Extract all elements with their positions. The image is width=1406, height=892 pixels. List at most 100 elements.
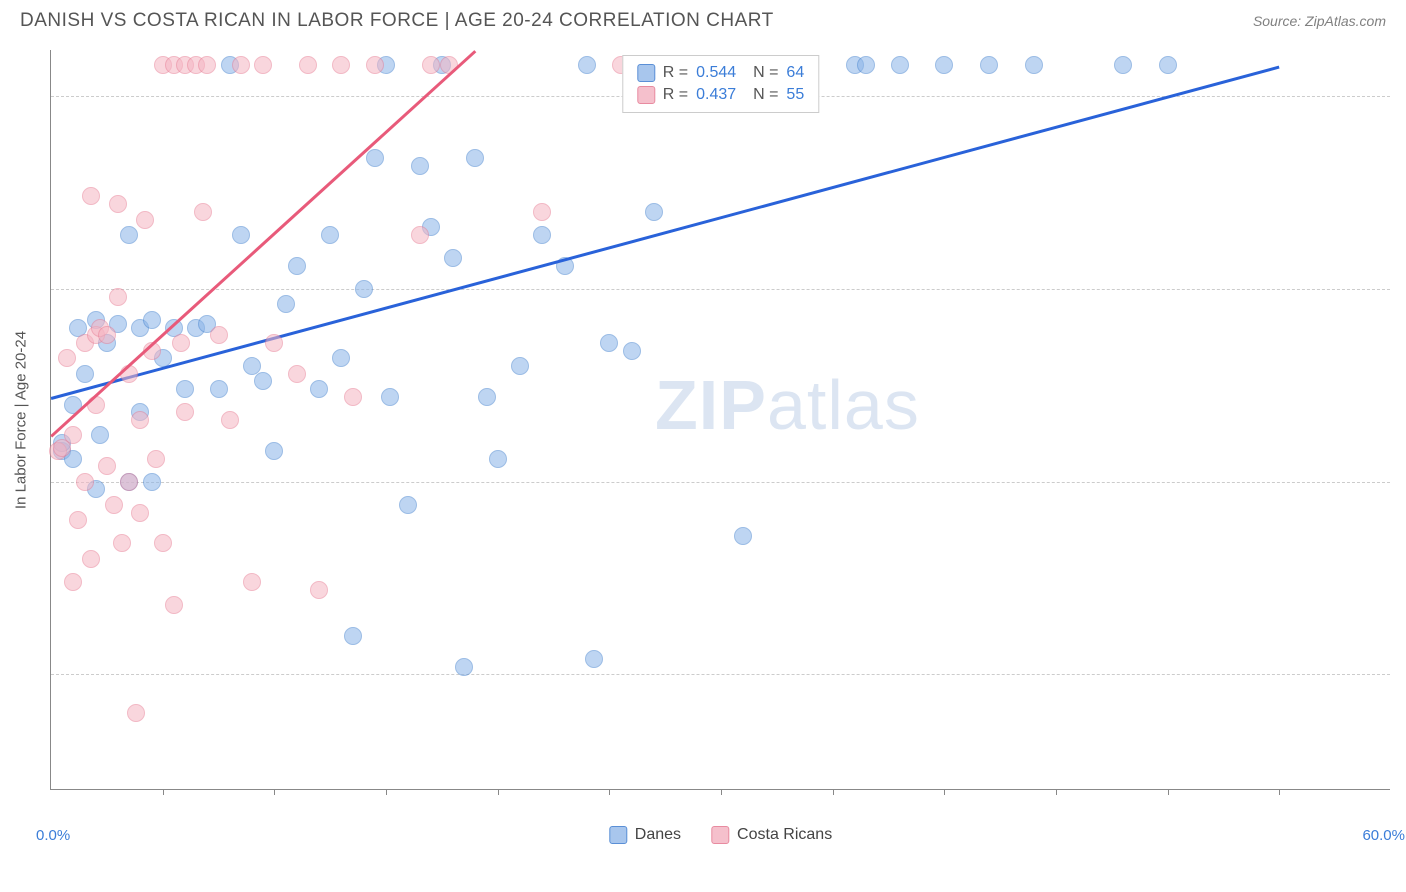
scatter-point [444, 249, 462, 267]
y-tick-label: 75.0% [1400, 473, 1406, 490]
scatter-point [265, 442, 283, 460]
legend-n-danes: 64 [786, 64, 804, 82]
legend-n-label: N = [744, 64, 778, 82]
scatter-point [136, 211, 154, 229]
scatter-point [344, 388, 362, 406]
scatter-point [310, 581, 328, 599]
scatter-point [1159, 56, 1177, 74]
scatter-point [64, 426, 82, 444]
chart-title: DANISH VS COSTA RICAN IN LABOR FORCE | A… [20, 10, 774, 32]
legend-row-costaricans: R = 0.437 N = 55 [637, 84, 804, 106]
scatter-point [935, 56, 953, 74]
x-axis-max-label: 60.0% [1362, 827, 1405, 844]
x-tick [944, 789, 945, 795]
legend-r-label: R = [663, 86, 688, 104]
watermark: ZIPatlas [655, 365, 920, 445]
scatter-point [76, 365, 94, 383]
scatter-point [600, 334, 618, 352]
x-tick [609, 789, 610, 795]
scatter-point [332, 349, 350, 367]
scatter-point [585, 650, 603, 668]
x-tick [498, 789, 499, 795]
chart-header: DANISH VS COSTA RICAN IN LABOR FORCE | A… [0, 0, 1406, 38]
scatter-point [980, 56, 998, 74]
scatter-point [645, 203, 663, 221]
chart-container: ZIPatlas R = 0.544 N = 64 R = 0.437 N = … [50, 50, 1390, 830]
legend-swatch-costaricans [637, 86, 655, 104]
scatter-point [64, 573, 82, 591]
scatter-point [143, 311, 161, 329]
scatter-point [265, 334, 283, 352]
scatter-point [455, 658, 473, 676]
y-tick-label: 87.5% [1400, 280, 1406, 297]
legend-r-danes: 0.544 [696, 64, 736, 82]
scatter-point [176, 403, 194, 421]
scatter-point [232, 56, 250, 74]
scatter-point [105, 496, 123, 514]
scatter-point [254, 56, 272, 74]
legend-item-costaricans: Costa Ricans [711, 826, 832, 844]
scatter-point [578, 56, 596, 74]
y-tick-label: 62.5% [1400, 666, 1406, 683]
scatter-point [288, 257, 306, 275]
scatter-point [254, 372, 272, 390]
legend-row-danes: R = 0.544 N = 64 [637, 62, 804, 84]
scatter-point [288, 365, 306, 383]
legend-swatch-danes [637, 64, 655, 82]
scatter-point [172, 334, 190, 352]
legend-r-label: R = [663, 64, 688, 82]
scatter-point [109, 195, 127, 213]
scatter-point [1114, 56, 1132, 74]
scatter-point [198, 56, 216, 74]
x-tick [163, 789, 164, 795]
x-tick [1279, 789, 1280, 795]
scatter-point [332, 56, 350, 74]
scatter-point [210, 326, 228, 344]
scatter-point [355, 280, 373, 298]
legend-label-costaricans: Costa Ricans [737, 826, 832, 844]
scatter-point [127, 704, 145, 722]
legend-label-danes: Danes [635, 826, 681, 844]
scatter-point [109, 288, 127, 306]
legend-swatch-icon [609, 826, 627, 844]
scatter-point [69, 511, 87, 529]
scatter-point [58, 349, 76, 367]
scatter-point [232, 226, 250, 244]
legend-item-danes: Danes [609, 826, 681, 844]
scatter-point [511, 357, 529, 375]
scatter-point [131, 504, 149, 522]
scatter-point [147, 450, 165, 468]
x-tick [721, 789, 722, 795]
scatter-point [98, 457, 116, 475]
scatter-point [120, 226, 138, 244]
scatter-point [299, 56, 317, 74]
watermark-zip: ZIP [655, 366, 767, 444]
scatter-point [623, 342, 641, 360]
scatter-point [165, 596, 183, 614]
legend-series: Danes Costa Ricans [609, 826, 832, 844]
legend-n-costaricans: 55 [786, 86, 804, 104]
scatter-point [194, 203, 212, 221]
scatter-point [82, 187, 100, 205]
scatter-point [91, 426, 109, 444]
scatter-point [891, 56, 909, 74]
gridline-h [51, 674, 1390, 675]
scatter-point [366, 56, 384, 74]
x-axis-min-label: 0.0% [36, 827, 70, 844]
scatter-point [734, 527, 752, 545]
chart-source: Source: ZipAtlas.com [1253, 13, 1386, 29]
scatter-point [366, 149, 384, 167]
legend-r-costaricans: 0.437 [696, 86, 736, 104]
y-axis-label: In Labor Force | Age 20-24 [13, 330, 30, 508]
scatter-point [399, 496, 417, 514]
legend-correlation: R = 0.544 N = 64 R = 0.437 N = 55 [622, 55, 819, 113]
y-tick-label: 100.0% [1400, 88, 1406, 105]
scatter-point [411, 226, 429, 244]
scatter-point [120, 473, 138, 491]
legend-n-label: N = [744, 86, 778, 104]
x-tick [1056, 789, 1057, 795]
scatter-point [143, 473, 161, 491]
scatter-point [76, 473, 94, 491]
x-tick [274, 789, 275, 795]
gridline-h [51, 289, 1390, 290]
